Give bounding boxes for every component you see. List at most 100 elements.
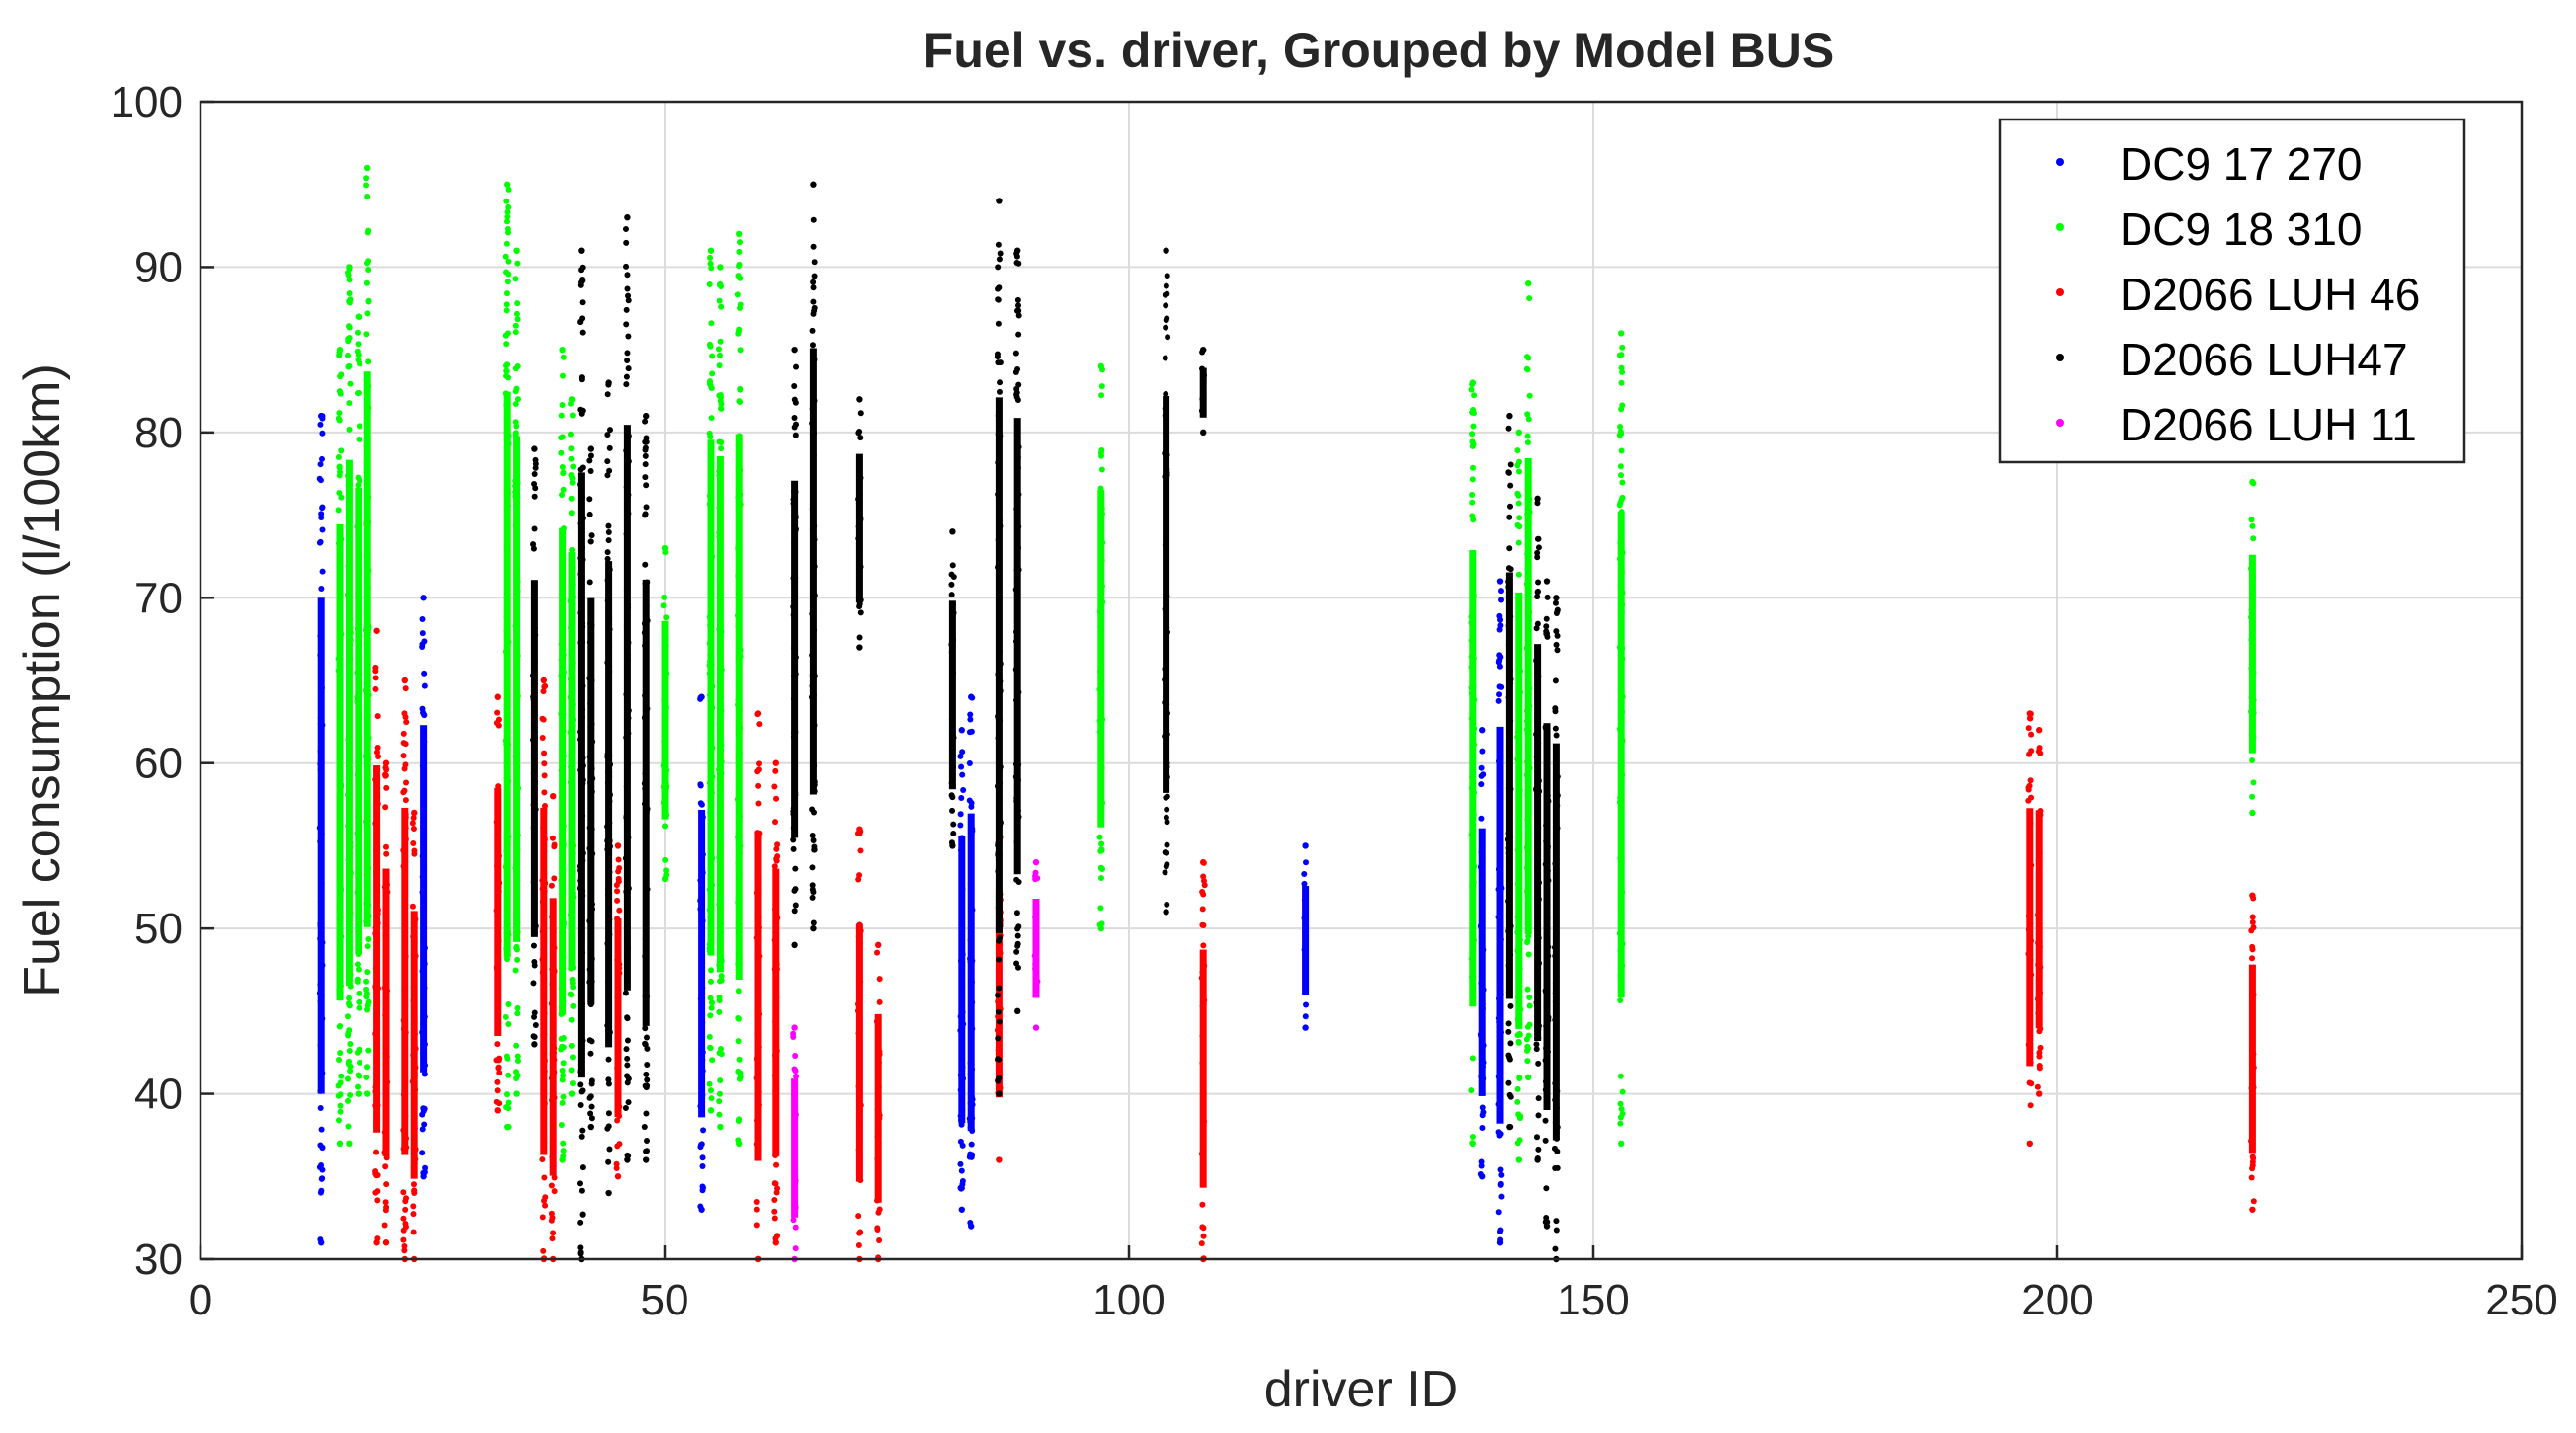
point [513, 944, 520, 951]
point [660, 602, 667, 609]
point [810, 534, 817, 541]
point [707, 1045, 714, 1052]
point [735, 572, 742, 579]
point [1164, 710, 1170, 717]
point [643, 704, 650, 711]
point [568, 400, 575, 407]
point [569, 564, 576, 571]
point [587, 468, 594, 475]
point [2249, 598, 2256, 605]
series-0-column-5 [1301, 842, 1310, 1031]
series-0-column-7 [1495, 578, 1505, 1246]
point [1552, 980, 1559, 987]
point [736, 1056, 743, 1063]
point [1534, 1155, 1541, 1162]
point [1162, 699, 1168, 706]
point [364, 584, 371, 591]
point-cluster [317, 597, 325, 1094]
point [1301, 870, 1308, 877]
point [1496, 578, 1504, 585]
point [997, 250, 1004, 257]
point [1164, 290, 1170, 297]
point [1619, 344, 1626, 351]
point [2026, 1055, 2033, 1062]
point-cluster [530, 580, 538, 937]
point [373, 1172, 380, 1179]
point [347, 655, 354, 662]
point [1164, 759, 1170, 766]
point [400, 1236, 407, 1243]
point [1201, 962, 1208, 969]
point [1523, 864, 1530, 871]
point [790, 496, 797, 503]
point [514, 588, 521, 595]
point [614, 1143, 621, 1150]
point [530, 874, 537, 881]
point [643, 741, 650, 748]
point [579, 1164, 586, 1171]
point [365, 913, 372, 919]
point [1524, 1058, 1531, 1065]
point [605, 965, 612, 972]
point [995, 735, 1002, 742]
point [530, 879, 537, 886]
point [589, 738, 596, 745]
point [411, 1125, 418, 1132]
point [550, 1162, 557, 1169]
x-axis-label: driver ID [1264, 1361, 1458, 1418]
point [606, 444, 613, 451]
point [811, 673, 818, 679]
point [317, 633, 324, 640]
point [568, 588, 575, 595]
point [411, 1073, 418, 1079]
point [706, 691, 713, 698]
point [708, 320, 715, 327]
point [532, 456, 539, 463]
point [968, 1141, 975, 1148]
point [754, 1137, 761, 1144]
y-tick-label-2: 50 [134, 905, 183, 953]
point [643, 1071, 650, 1077]
point [586, 496, 593, 503]
point [1617, 919, 1624, 926]
point [569, 582, 576, 589]
point [1098, 755, 1105, 761]
point [624, 742, 631, 749]
point [567, 431, 574, 438]
point [569, 850, 576, 857]
point [1514, 729, 1521, 736]
point [578, 495, 585, 502]
point [588, 788, 595, 795]
point [1514, 1085, 1521, 1092]
point [1469, 773, 1476, 780]
point [875, 941, 882, 949]
point [642, 994, 649, 1000]
point [373, 847, 380, 854]
point [699, 1019, 706, 1026]
point [1526, 392, 1533, 399]
point [558, 1121, 565, 1128]
point [402, 825, 409, 832]
series-1-column-0 [335, 346, 345, 1148]
point [551, 968, 558, 975]
point [1526, 295, 1533, 302]
point [809, 864, 816, 871]
point [1515, 1019, 1522, 1026]
point [753, 1075, 760, 1081]
point [996, 256, 1003, 263]
point-cluster [1515, 592, 1523, 1029]
point [792, 1177, 799, 1184]
point [420, 882, 427, 889]
point [1469, 1140, 1476, 1147]
point [383, 1115, 390, 1122]
point [550, 1230, 557, 1236]
point [1553, 822, 1560, 829]
series-3-column-5 [641, 412, 651, 1163]
point [569, 701, 576, 708]
point [531, 792, 538, 799]
point [1480, 1059, 1487, 1066]
point [707, 254, 714, 261]
point [1014, 396, 1021, 403]
point [1617, 582, 1624, 589]
point [1165, 334, 1171, 341]
